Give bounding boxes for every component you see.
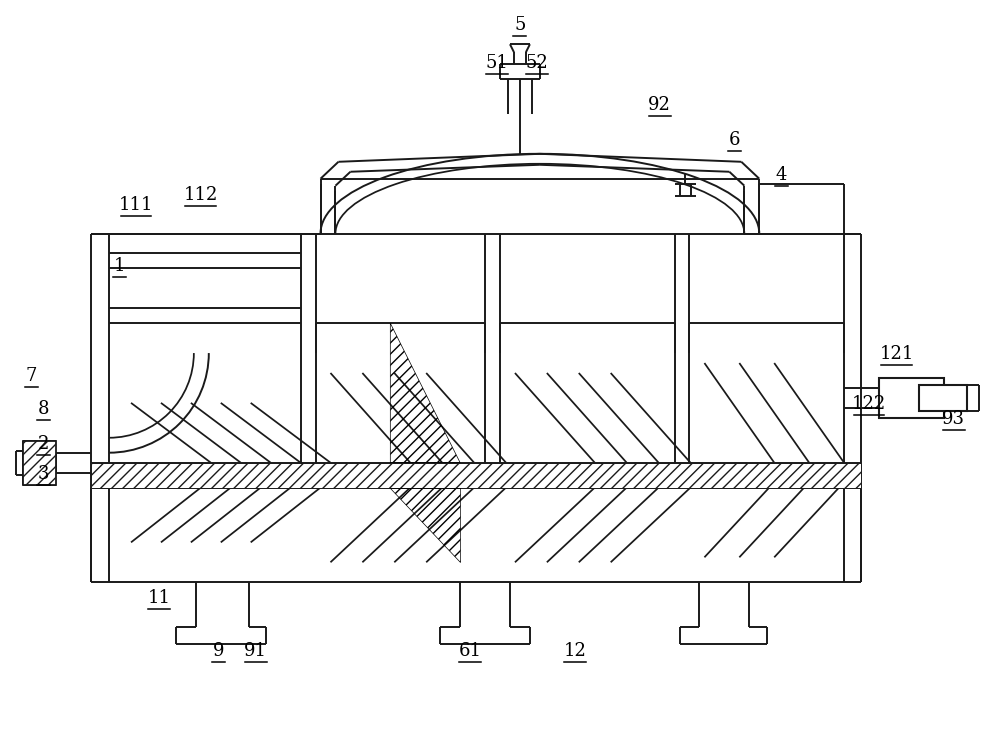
Text: 121: 121: [880, 345, 914, 363]
Text: 7: 7: [26, 367, 37, 385]
Bar: [879, 378, 944, 418]
Text: 6: 6: [729, 131, 740, 149]
Text: 122: 122: [852, 395, 886, 413]
Bar: [91, 463, 861, 487]
Text: 12: 12: [563, 642, 586, 660]
Text: 2: 2: [38, 435, 49, 452]
Text: 8: 8: [38, 400, 49, 418]
Text: 9: 9: [213, 642, 225, 660]
Text: 91: 91: [244, 642, 267, 660]
Bar: [919, 385, 967, 411]
Text: 5: 5: [514, 16, 526, 34]
Text: 112: 112: [184, 186, 218, 204]
Text: 111: 111: [119, 195, 153, 213]
Text: 92: 92: [648, 96, 671, 114]
Text: 51: 51: [486, 54, 508, 72]
Text: 3: 3: [38, 464, 49, 483]
Text: 52: 52: [526, 54, 548, 72]
Text: 4: 4: [776, 166, 787, 184]
Text: 93: 93: [942, 410, 965, 428]
Text: 61: 61: [459, 642, 482, 660]
Text: 11: 11: [147, 589, 170, 607]
Bar: [23, 441, 56, 484]
Text: 1: 1: [113, 257, 125, 276]
